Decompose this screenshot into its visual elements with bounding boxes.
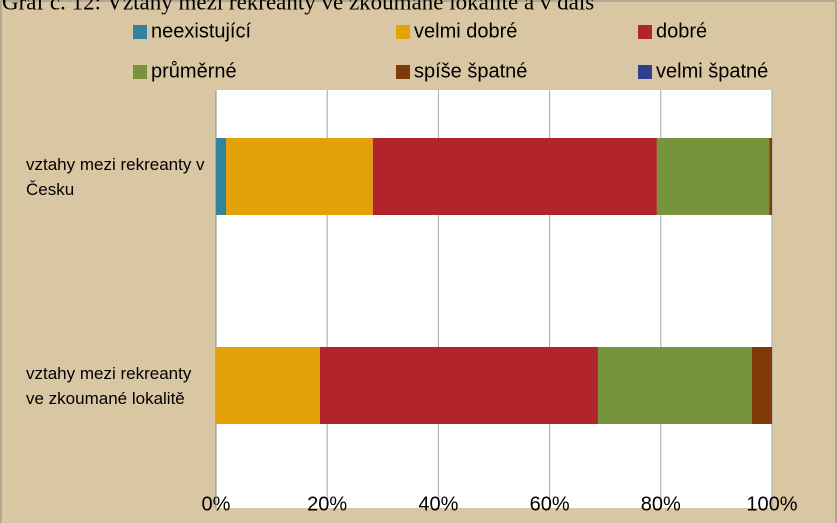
legend-label: spíše špatné <box>414 60 527 82</box>
legend-label: velmi dobré <box>414 20 517 42</box>
legend-swatch <box>133 65 147 79</box>
legend-swatch <box>396 25 410 39</box>
bar-segment <box>597 347 752 424</box>
legend-swatch <box>638 65 652 79</box>
legend-swatch <box>638 25 652 39</box>
x-tick-label: 80% <box>641 493 681 515</box>
bar-segment <box>216 138 227 215</box>
legend-label: průměrné <box>151 60 237 82</box>
bar-segment <box>319 347 598 424</box>
bar-segment <box>372 138 657 215</box>
y-tick-label: vztahy mezi rekreanty v Česku <box>26 154 205 199</box>
x-tick-label: 40% <box>418 493 458 515</box>
legend-swatch <box>133 25 147 39</box>
y-tick-label: vztahy mezi rekreanty ve zkoumané lokali… <box>26 363 192 408</box>
bar-segment <box>769 138 772 215</box>
legend-label: neexistující <box>151 20 251 42</box>
x-tick-label: 100% <box>746 493 797 515</box>
bar-segment <box>751 347 772 424</box>
legend-label: dobré <box>656 20 707 42</box>
chart-title: Graf č. 12: Vztahy mezi rekreanty ve zko… <box>2 0 594 14</box>
legend-label: velmi špatné <box>656 60 768 82</box>
x-tick-label: 20% <box>307 493 347 515</box>
legend-swatch <box>396 65 410 79</box>
bar-segment <box>216 347 320 424</box>
x-tick-label: 60% <box>530 493 570 515</box>
bar-segment <box>656 138 770 215</box>
bar-segment <box>226 138 373 215</box>
